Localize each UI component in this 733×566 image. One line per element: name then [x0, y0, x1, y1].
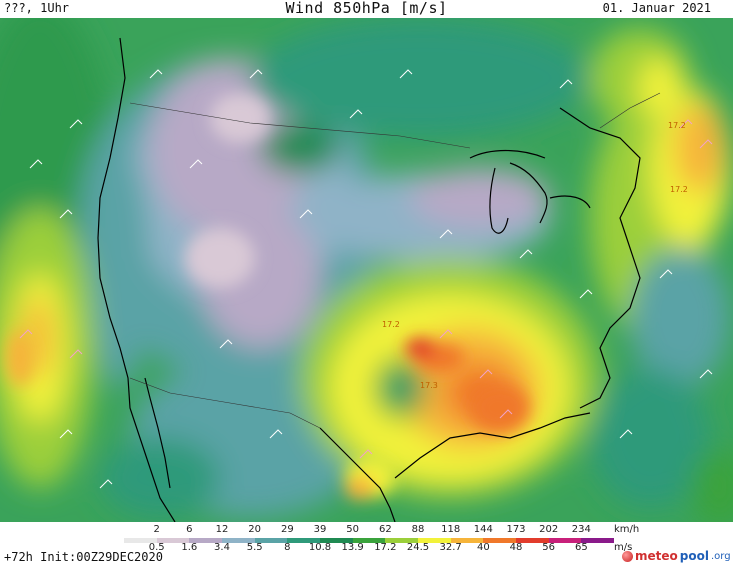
kmh-tick-label: 234: [571, 524, 591, 535]
ms-tick-label: 56: [542, 542, 556, 553]
color-scale-step: [352, 538, 386, 543]
color-scale-step: [450, 538, 484, 543]
kmh-tick-label: 173: [506, 524, 526, 535]
kmh-tick-label: 118: [441, 524, 461, 535]
ms-tick-label: 40: [476, 542, 490, 553]
kmh-unit: km/h: [614, 524, 640, 535]
color-scale-step: [320, 538, 353, 543]
ms-tick-label: 32.7: [439, 542, 462, 553]
color-scale-step: [516, 538, 549, 543]
ms-tick-label: 1.6: [181, 542, 198, 553]
color-scale-step: [483, 538, 517, 543]
ms-tick-label: 17.2: [374, 542, 397, 553]
kmh-tick-label: 20: [248, 524, 262, 535]
max-wind-label: 17.2: [382, 320, 400, 329]
time-label: ???, 1Uhr: [4, 1, 70, 15]
color-scale-step: [254, 538, 288, 543]
kmh-scale: 2 6 12 20 29 39 50 62 88 118 144 173 202 234: [0, 524, 733, 538]
color-scale-step: [287, 538, 321, 543]
kmh-tick-label: 6: [186, 524, 193, 535]
kmh-tick-label: 62: [378, 524, 392, 535]
kmh-tick-label: 39: [313, 524, 327, 535]
color-scale-step: [418, 538, 451, 543]
kmh-tick-label: 202: [539, 524, 559, 535]
kmh-tick-label: 144: [473, 524, 493, 535]
ms-scale: 0.5 1.6 3.4 5.5 8 10.8 13.9 17.2 24.5 32.7 40 48 56 6…: [0, 542, 733, 556]
kmh-tick-label: 2: [153, 524, 160, 535]
kmh-tick-label: 12: [215, 524, 229, 535]
color-scale-step: [548, 538, 582, 543]
meteopool-logo-icon: [622, 550, 633, 562]
header: ???, 1Uhr Wind 850hPa [m/s] 01. Januar 2…: [0, 0, 733, 18]
ms-tick-label: 65: [574, 542, 588, 553]
brand-logo[interactable]: meteo pool .org: [622, 549, 731, 563]
legend-footer: 2 6 12 20 29 39 50 62 88 118 144 173 202 234 0.5 1.6 3.…: [0, 522, 733, 566]
map-title: Wind 850hPa [m/s]: [285, 0, 448, 17]
brand-org: .org: [710, 550, 731, 562]
ms-tick-label: 24.5: [406, 542, 430, 553]
color-scale-step: [189, 538, 223, 543]
wind-field-blobs: [0, 18, 733, 522]
ms-tick-label: 48: [509, 542, 523, 553]
kmh-tick-label: 29: [280, 524, 294, 535]
max-wind-label: 17.2: [668, 121, 686, 130]
color-scale: [124, 538, 615, 543]
ms-tick-label: 10.8: [308, 542, 332, 553]
kmh-tick-label: 50: [346, 524, 360, 535]
borders: [129, 92, 661, 429]
brand-main: meteo: [635, 549, 678, 563]
max-wind-label: 17.2: [670, 185, 688, 194]
coastlines: [97, 37, 641, 522]
kmh-tick-label: 88: [411, 524, 425, 535]
color-scale-step: [385, 538, 419, 543]
wind-map[interactable]: 17.2 17.2 17.2 17.3: [0, 18, 733, 522]
color-scale-step: [222, 538, 255, 543]
date-label: 01. Januar 2021: [602, 1, 711, 15]
ms-tick-label: 13.9: [341, 542, 364, 553]
ms-tick-label: 8: [284, 542, 291, 553]
color-scale-step: [124, 538, 157, 543]
ms-tick-label: 0.5: [148, 542, 165, 553]
ms-unit: m/s: [614, 542, 633, 553]
ms-tick-label: 5.5: [246, 542, 263, 553]
init-label: +72h Init:00Z29DEC2020: [4, 550, 163, 564]
max-wind-label: 17.3: [420, 381, 438, 390]
wind-barbs: [19, 69, 713, 489]
ms-tick-label: 3.4: [214, 542, 230, 553]
color-scale-step: [581, 538, 615, 543]
wind-field-svg: 17.2 17.2 17.2 17.3: [0, 18, 733, 522]
color-scale-step: [156, 538, 190, 543]
brand-pool: pool: [679, 549, 709, 563]
